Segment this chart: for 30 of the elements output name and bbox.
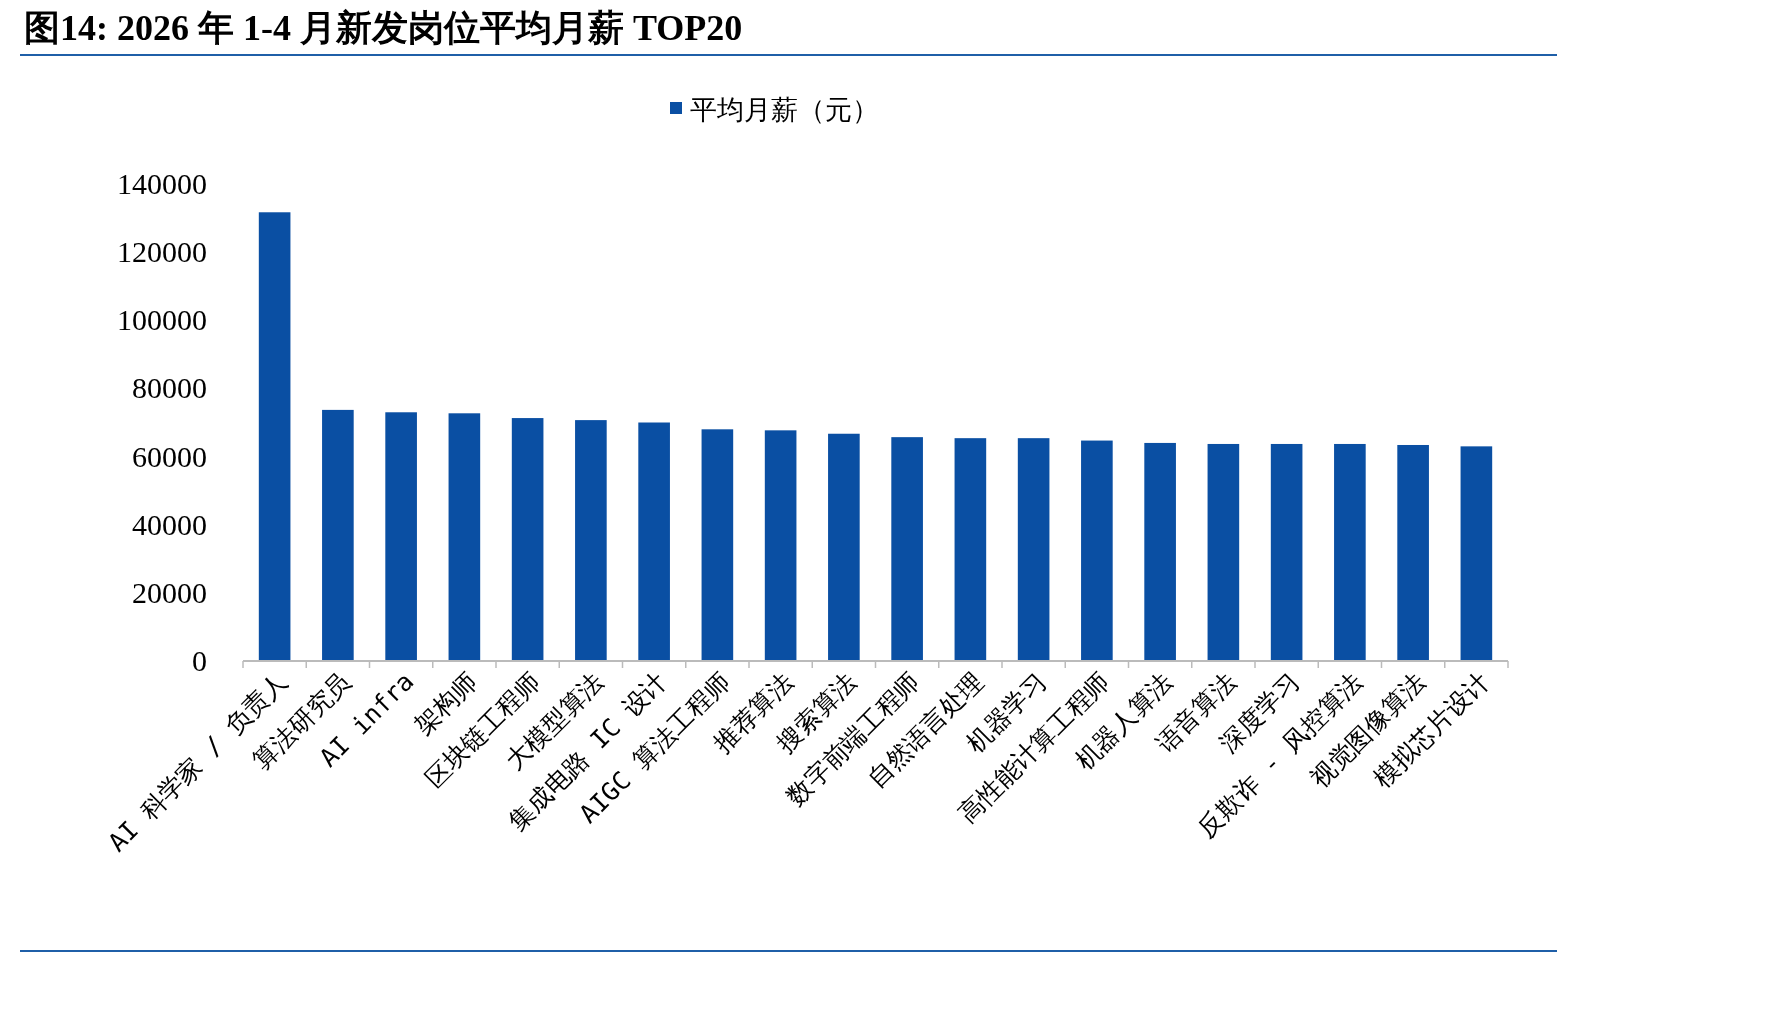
y-tick-label: 60000 bbox=[132, 439, 207, 473]
bar bbox=[1460, 446, 1493, 661]
bar bbox=[1397, 444, 1429, 661]
y-tick-label: 120000 bbox=[117, 235, 207, 269]
bar bbox=[954, 438, 987, 661]
y-tick-label: 100000 bbox=[117, 303, 207, 337]
bar bbox=[322, 409, 354, 661]
y-tick-label: 0 bbox=[192, 644, 207, 677]
bar bbox=[258, 212, 291, 661]
y-tick-label: 20000 bbox=[132, 575, 207, 609]
bar bbox=[511, 418, 544, 661]
bar bbox=[701, 429, 734, 661]
bar bbox=[764, 430, 797, 661]
chart-title: 图14: 2026 年 1-4 月新发岗位平均月薪 TOP20 bbox=[24, 8, 743, 48]
bar bbox=[891, 437, 923, 661]
bar bbox=[1334, 443, 1366, 661]
legend-label: 平均月薪（元） bbox=[690, 95, 879, 125]
bar bbox=[638, 422, 670, 661]
y-tick-label: 80000 bbox=[132, 371, 207, 405]
bar bbox=[575, 420, 607, 661]
bar bbox=[1270, 443, 1303, 661]
bar bbox=[1207, 443, 1240, 661]
bar bbox=[1144, 442, 1176, 661]
bar bbox=[1081, 440, 1113, 661]
y-tick-label: 140000 bbox=[117, 167, 207, 200]
bar bbox=[385, 412, 417, 661]
bar bbox=[1017, 438, 1050, 661]
y-tick-label: 40000 bbox=[132, 507, 207, 541]
bar bbox=[828, 433, 860, 661]
bar bbox=[448, 413, 481, 661]
